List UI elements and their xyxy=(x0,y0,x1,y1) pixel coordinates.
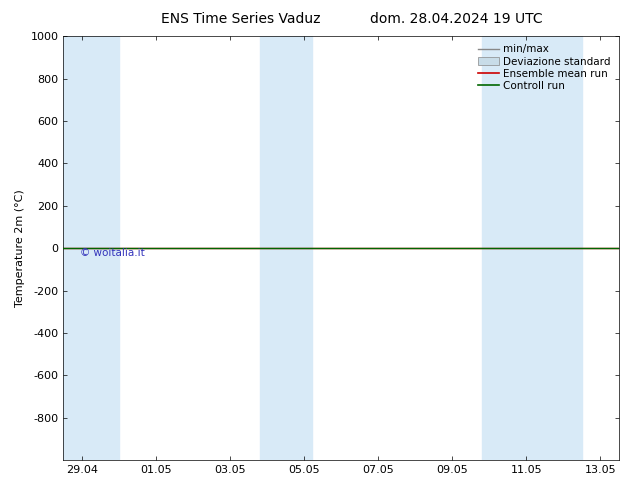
Text: © woitalia.it: © woitalia.it xyxy=(80,248,145,258)
Bar xyxy=(63,36,119,460)
Legend: min/max, Deviazione standard, Ensemble mean run, Controll run: min/max, Deviazione standard, Ensemble m… xyxy=(475,41,614,94)
Text: ENS Time Series Vaduz: ENS Time Series Vaduz xyxy=(161,12,321,26)
Bar xyxy=(260,36,311,460)
Y-axis label: Temperature 2m (°C): Temperature 2m (°C) xyxy=(15,189,25,307)
Text: dom. 28.04.2024 19 UTC: dom. 28.04.2024 19 UTC xyxy=(370,12,543,26)
Bar xyxy=(482,36,582,460)
